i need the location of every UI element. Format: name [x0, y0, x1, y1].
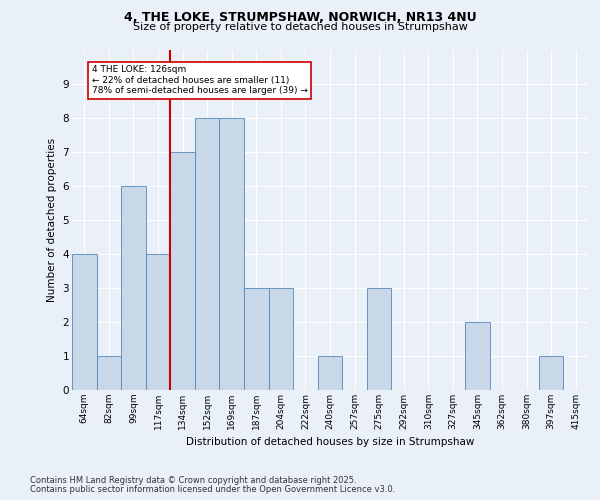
Bar — [170, 152, 195, 390]
Bar — [97, 356, 121, 390]
Text: 4, THE LOKE, STRUMPSHAW, NORWICH, NR13 4NU: 4, THE LOKE, STRUMPSHAW, NORWICH, NR13 4… — [124, 11, 476, 24]
Text: Contains HM Land Registry data © Crown copyright and database right 2025.: Contains HM Land Registry data © Crown c… — [30, 476, 356, 485]
Bar — [121, 186, 146, 390]
X-axis label: Distribution of detached houses by size in Strumpshaw: Distribution of detached houses by size … — [186, 438, 474, 448]
Text: Contains public sector information licensed under the Open Government Licence v3: Contains public sector information licen… — [30, 485, 395, 494]
Text: Size of property relative to detached houses in Strumpshaw: Size of property relative to detached ho… — [133, 22, 467, 32]
Bar — [195, 118, 220, 390]
Bar — [539, 356, 563, 390]
Bar — [244, 288, 269, 390]
Bar — [367, 288, 391, 390]
Bar — [72, 254, 97, 390]
Bar — [465, 322, 490, 390]
Text: 4 THE LOKE: 126sqm
← 22% of detached houses are smaller (11)
78% of semi-detache: 4 THE LOKE: 126sqm ← 22% of detached hou… — [92, 66, 308, 95]
Bar — [220, 118, 244, 390]
Bar — [269, 288, 293, 390]
Bar — [318, 356, 342, 390]
Bar — [146, 254, 170, 390]
Y-axis label: Number of detached properties: Number of detached properties — [47, 138, 57, 302]
